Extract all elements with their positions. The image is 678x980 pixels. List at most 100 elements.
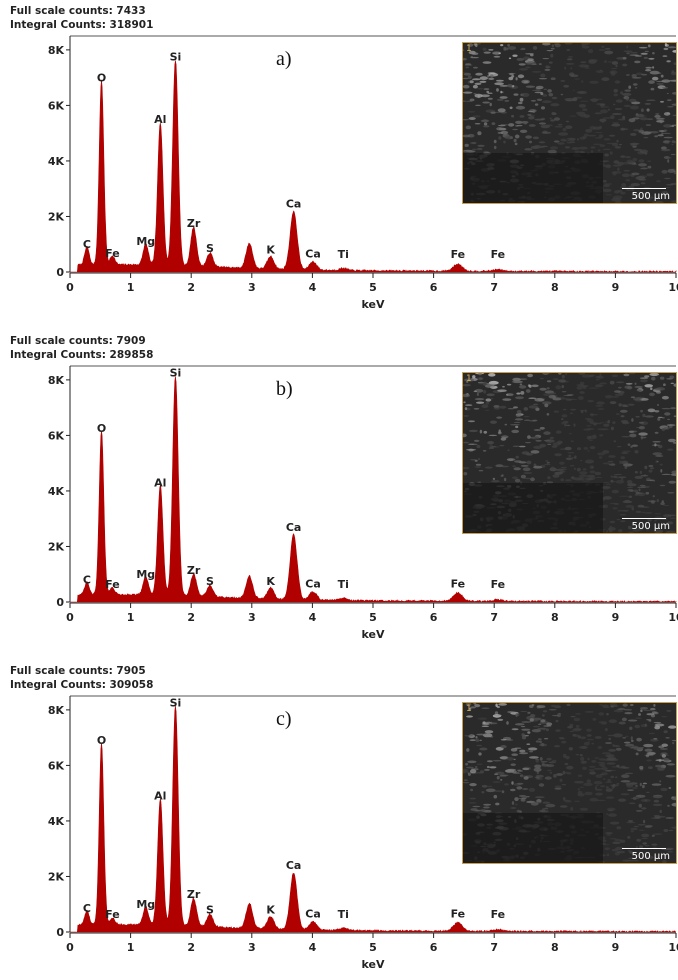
sem-grain [474,466,481,468]
sem-grain [468,429,478,433]
sem-grain [626,486,634,488]
peak-label: Ca [286,521,302,534]
sem-grain [611,61,619,65]
sem-grain [566,424,571,427]
sem-grain [579,807,589,811]
sem-grain [540,73,546,78]
sem-grain [481,725,489,727]
sem-grain [661,86,669,89]
sem-grain [630,445,633,448]
sem-grain [594,471,602,476]
sem-grain [595,375,601,379]
sem-grain [651,834,655,837]
sem-grain [466,748,470,752]
sem-grain [463,472,468,476]
sem-grain [579,114,590,118]
sem-grain [642,413,646,418]
sem-grain [513,758,516,761]
sem-grain [600,486,611,490]
sem-texture [463,703,676,863]
spectrum-panel-a: 0 2K 4K 6K 8K 0 1 2 3 4 5 6 7 8 9 10 keV C Fe O Mg Al Si Zr S K Ca… [0,0,678,320]
sem-grain [595,788,603,791]
sem-grain [576,111,586,115]
sem-grain [620,520,626,523]
sem-grain [463,84,470,89]
sem-grain [557,142,565,145]
sem-grain [631,418,634,422]
peak-label: C [83,902,91,915]
sem-grain [523,477,532,480]
sem-grain [639,845,644,849]
sem-grain [520,726,526,728]
sem-grain [657,417,661,421]
sem-grain [654,443,657,447]
sem-grain [534,796,545,799]
sem-grain [507,84,513,88]
sem-grain [608,455,616,458]
sem-grain [629,857,633,859]
sem-grain [545,124,553,127]
sem-grain [666,142,670,144]
sem-grain [510,788,516,792]
sem-grain [634,724,641,729]
sem-grain [671,103,676,106]
sem-grain [575,754,580,756]
sem-grain [590,413,594,417]
sem-grain [663,47,669,51]
sem-grain [594,112,603,115]
x-tick-label: 7 [490,941,498,954]
sem-grain [573,467,576,471]
peak-label: Si [170,367,182,380]
sem-grain [585,67,590,69]
sem-grain [653,799,660,803]
sem-grain [666,184,674,186]
sem-grain [602,117,612,119]
sem-grain [619,495,629,497]
sem-grain [644,512,653,514]
y-tick-label: 6K [48,429,65,442]
sem-grain [646,759,652,762]
sem-grain [525,85,536,88]
sem-grain [641,131,651,136]
sem-grain [598,49,606,51]
integral-counts: Integral Counts: 318901 [10,19,154,31]
sem-grain [468,420,475,423]
sem-grain [463,782,470,784]
sem-grain [544,403,549,408]
sem-grain [634,86,638,89]
sem-grain [599,373,602,377]
sem-grain [652,495,655,498]
sem-grain [663,136,673,139]
sem-grain [500,130,509,135]
sem-grain [622,859,631,862]
sem-grain [574,150,580,153]
sem-grain [464,735,474,737]
scale-bar [622,518,666,519]
sem-grain [519,445,526,448]
sem-grain [525,442,531,444]
sem-grain [658,444,663,449]
sem-grain [490,74,494,78]
sem-grain [606,483,611,485]
sem-grain [594,786,598,790]
sem-grain [468,707,472,710]
sem-grain [640,436,647,439]
sem-grain [619,409,628,413]
sem-grain [639,484,646,487]
sem-grain [481,784,488,788]
sem-grain [643,136,649,139]
sem-grain [538,398,545,402]
sem-grain [600,69,603,72]
sem-grain [543,393,552,396]
sem-grain [483,122,488,126]
sem-grain [628,531,634,533]
sem-grain [632,83,638,86]
peak-label: Al [154,113,166,126]
sem-grain [655,117,665,120]
sem-grain [581,80,584,83]
sem-grain [611,171,622,174]
sem-grain [639,117,648,121]
x-tick-label: 8 [551,941,559,954]
sem-grain [541,763,550,767]
peak-label: Fe [105,578,120,591]
